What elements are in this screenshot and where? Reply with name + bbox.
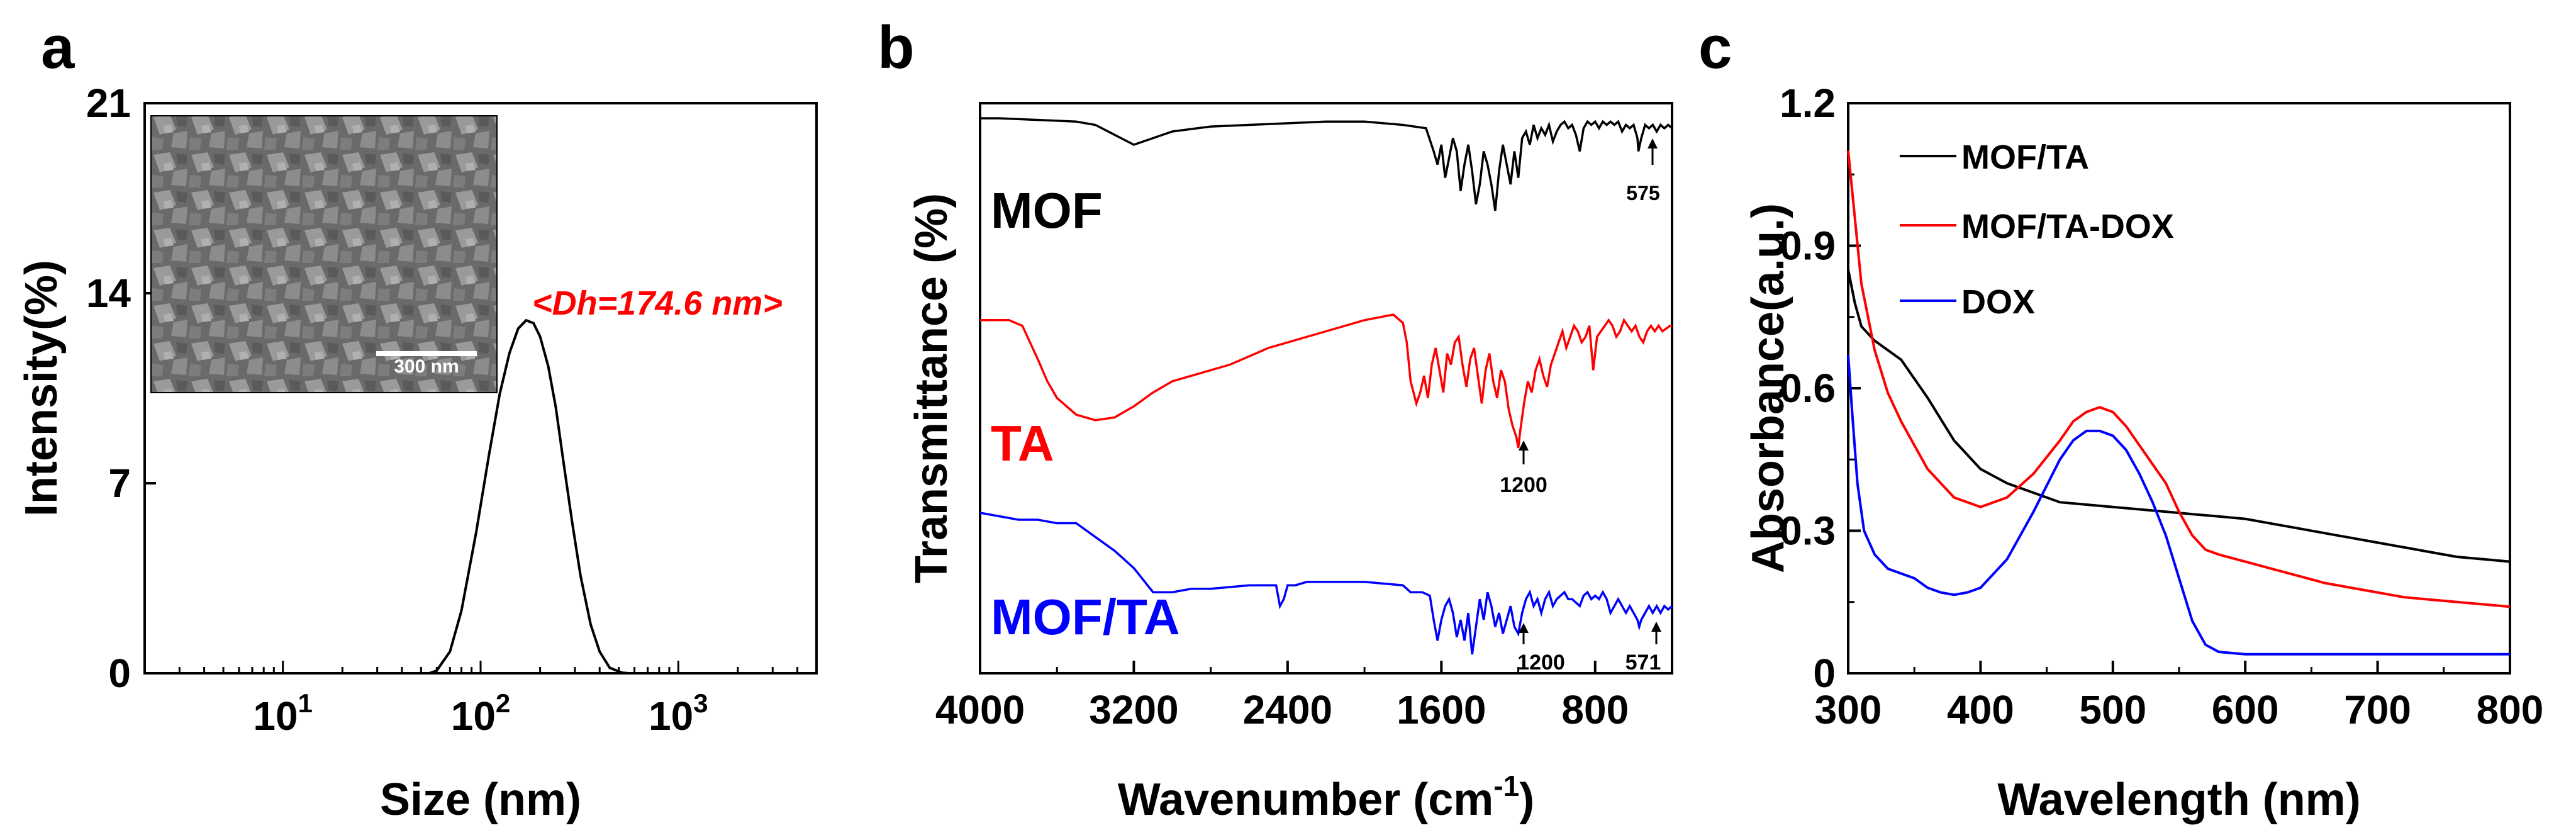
panel-c-legend: MOF/TA MOF/TA-DOX DOX	[1900, 138, 2174, 321]
panel-a-x-label: Size (nm)	[380, 775, 581, 825]
panel-a-y-tick-label: 7	[108, 461, 131, 506]
panel-c-x-label: Wavelength (nm)	[1997, 775, 2360, 825]
panel-a-x-ticks: 101 102 103	[143, 661, 818, 739]
panel-c-y-tick-label: 1.2	[1780, 81, 1836, 126]
panel-label-b: b	[878, 14, 915, 81]
panel-c-frame	[1847, 102, 2511, 675]
panel-b-series-ta	[980, 313, 1672, 449]
panel-a-x-tick-label: 102	[451, 688, 511, 739]
panel-b-x-tick-label: 1600	[1397, 687, 1486, 732]
panel-label-a: a	[41, 14, 75, 81]
panel-b-x-tick-label: 4000	[935, 687, 1025, 732]
peak-label-575: 575	[1626, 182, 1659, 204]
panel-label-c: c	[1698, 14, 1732, 81]
peak-label-1200-mofta: 1200	[1517, 651, 1565, 675]
panel-a-x-tick-label: 101	[253, 688, 313, 739]
panel-b-x-label: Wavenumber (cm-1)	[1118, 770, 1534, 825]
panel-c-y-tick-label: 0	[1813, 651, 1836, 696]
panel-a-y-tick-label: 14	[86, 271, 131, 316]
panel-c-x-ticks: 300 400 500 600 700 800	[1815, 661, 2544, 732]
panel-c-y-tick-label: 0.3	[1780, 508, 1836, 554]
sem-image	[150, 115, 498, 393]
panel-c-chart: 0 0.3 0.6 0.9 1.2 300 400 500 600 700 800 MOF/TA …	[1743, 81, 2543, 825]
panel-c-x-tick-label: 300	[1815, 687, 1882, 732]
panel-c-y-tick-label: 0.6	[1780, 366, 1836, 411]
peak-arrow-1200-ta	[1519, 440, 1529, 451]
panel-b-x-ticks: 4000 3200 2400 1600 800	[935, 661, 1673, 732]
panel-a-x-tick-label: 103	[649, 688, 708, 739]
label-ta: TA	[991, 415, 1054, 471]
panel-b-x-tick-label: 2400	[1243, 687, 1332, 732]
peak-label-571: 571	[1625, 651, 1661, 675]
panel-a-y-label: Intensity(%)	[16, 260, 67, 517]
panel-c-series-mof-ta	[1847, 269, 2511, 563]
panel-c-series-mof-ta-dox	[1847, 150, 2511, 608]
panel-c-y-tick-label: 0.9	[1780, 223, 1836, 269]
panel-a-chart: 0 7 14 21 101 102 103 300 nm <Dh=174.6 nm> Si…	[16, 81, 818, 825]
panel-b-x-tick-label: 800	[1561, 687, 1629, 732]
panel-c-y-ticks: 0 0.3 0.6 0.9 1.2	[1780, 81, 1861, 696]
panel-a-series-line	[145, 318, 817, 675]
legend-label-dox: DOX	[1961, 283, 2035, 321]
panel-b-chart: 4000 3200 2400 1600 800 MOF TA MOF/TA 575 12…	[906, 102, 1673, 825]
panel-c-y-label: Absorbance(a.u.)	[1743, 203, 1793, 573]
panel-b-series-mof	[980, 117, 1673, 211]
scale-bar-label: 300 nm	[394, 356, 459, 377]
panel-a-sem-inset: 300 nm	[150, 115, 498, 393]
panel-c-series-dox	[1847, 354, 2510, 656]
panel-a-y-ticks: 0 7 14 21	[86, 81, 156, 696]
panel-b-frame	[979, 102, 1673, 675]
peak-arrow-1200-mofta	[1519, 623, 1529, 633]
panel-b-x-tick-label: 3200	[1089, 687, 1178, 732]
peak-arrow-571	[1651, 622, 1661, 632]
legend-label-mof-ta: MOF/TA	[1961, 138, 2089, 176]
panel-b-series-mof-ta	[979, 512, 1673, 655]
panel-c-x-tick-label: 800	[2477, 687, 2544, 732]
scale-bar	[376, 351, 477, 356]
panel-a-y-tick-label: 0	[108, 651, 131, 696]
panel-c-x-tick-label: 700	[2344, 687, 2411, 732]
peak-arrow-575	[1648, 138, 1658, 148]
panel-b-y-label: Transmittance (%)	[906, 193, 957, 583]
label-mof-ta: MOF/TA	[991, 589, 1180, 645]
panel-c-x-tick-label: 600	[2212, 687, 2279, 732]
panel-a-y-tick-label: 21	[86, 81, 131, 126]
peak-markers: 575 1200 1200 571	[1500, 138, 1661, 675]
label-mof: MOF	[991, 182, 1103, 238]
panel-c-x-tick-label: 500	[2079, 687, 2146, 732]
dh-annotation: <Dh=174.6 nm>	[532, 284, 783, 322]
peak-label-1200-ta: 1200	[1500, 473, 1547, 497]
panel-c-x-tick-label: 400	[1947, 687, 2014, 732]
legend-label-mof-ta-dox: MOF/TA-DOX	[1961, 208, 2174, 245]
